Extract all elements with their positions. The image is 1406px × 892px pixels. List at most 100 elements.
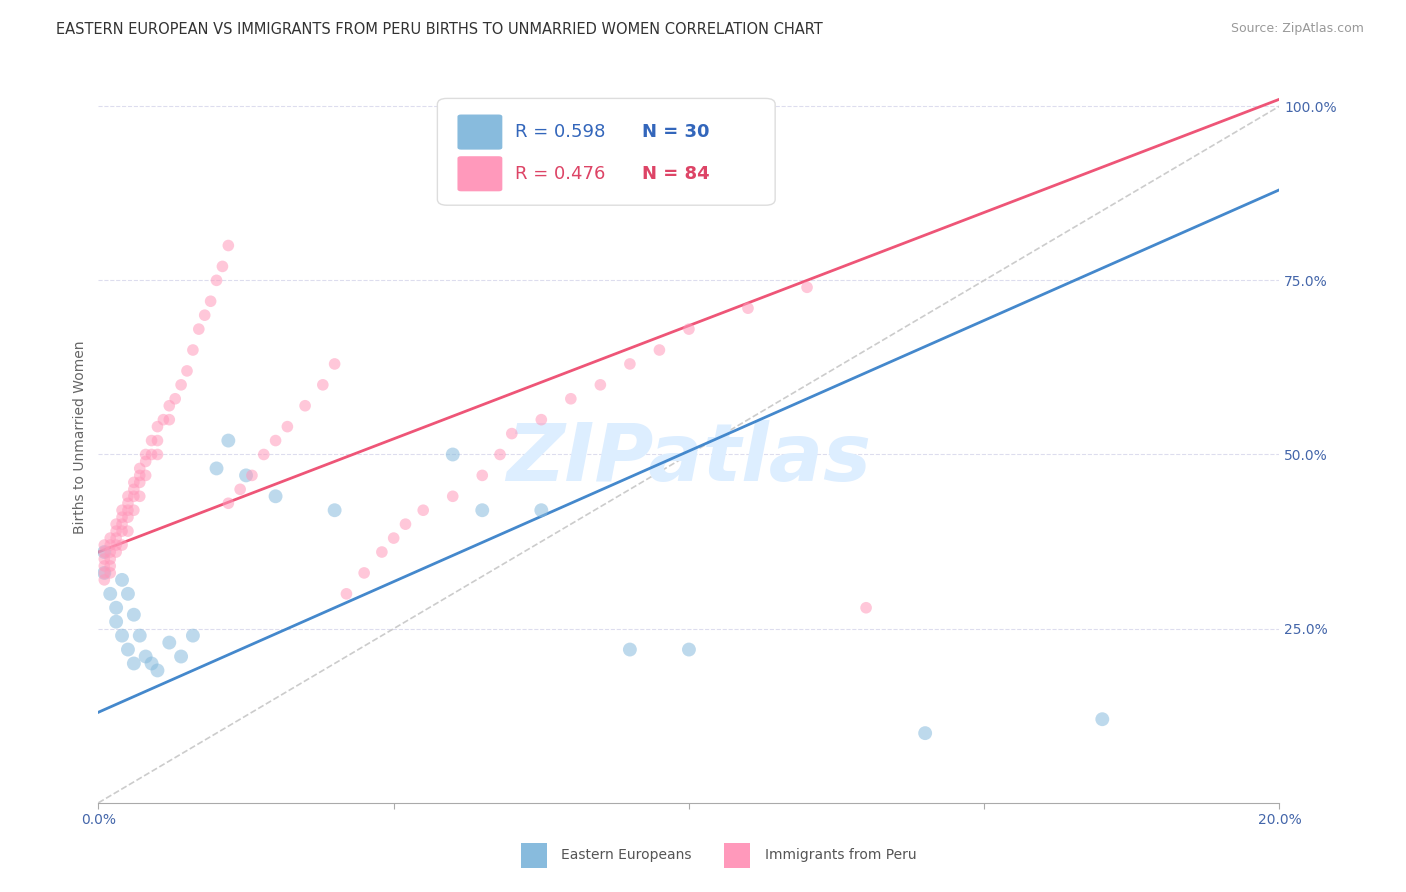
Point [323, 503, 346, 517]
Text: R = 0.476: R = 0.476 [516, 165, 606, 183]
Point [678, 322, 700, 336]
Point [471, 468, 494, 483]
Point [205, 461, 228, 475]
Point [98, 558, 121, 573]
Point [187, 322, 209, 336]
Point [93, 558, 115, 573]
Point [181, 343, 204, 357]
Point [382, 531, 405, 545]
Point [619, 357, 641, 371]
Point [152, 412, 174, 426]
Point [205, 273, 228, 287]
Point [146, 664, 169, 678]
Point [135, 468, 157, 483]
FancyBboxPatch shape [437, 98, 775, 205]
Point [122, 503, 145, 517]
Point [276, 419, 298, 434]
Point [122, 607, 145, 622]
Point [98, 566, 121, 580]
Point [93, 573, 115, 587]
Point [128, 461, 150, 475]
Point [371, 545, 394, 559]
Point [122, 475, 145, 490]
Point [412, 503, 434, 517]
Point [117, 489, 139, 503]
Point [93, 538, 115, 552]
Point [98, 587, 121, 601]
Point [240, 468, 263, 483]
Point [335, 587, 357, 601]
Point [128, 468, 150, 483]
Point [217, 496, 239, 510]
Point [105, 545, 128, 559]
Point [135, 454, 157, 468]
Point [176, 364, 198, 378]
Point [98, 538, 121, 552]
Point [105, 615, 128, 629]
Point [1091, 712, 1114, 726]
Point [619, 642, 641, 657]
Point [530, 412, 553, 426]
Point [128, 629, 150, 643]
Point [141, 657, 163, 671]
Text: ZIPatlas: ZIPatlas [506, 420, 872, 498]
Point [264, 489, 287, 503]
Point [471, 503, 494, 517]
Point [117, 496, 139, 510]
Point [93, 552, 115, 566]
Point [170, 649, 193, 664]
Point [146, 448, 169, 462]
Point [111, 503, 134, 517]
FancyBboxPatch shape [724, 843, 751, 868]
Point [501, 426, 523, 441]
Text: Eastern Europeans: Eastern Europeans [561, 848, 692, 863]
Point [105, 517, 128, 532]
Point [489, 448, 512, 462]
Point [200, 294, 222, 309]
Point [165, 392, 187, 406]
Point [128, 489, 150, 503]
Point [157, 399, 180, 413]
Y-axis label: Births to Unmarried Women: Births to Unmarried Women [73, 341, 87, 533]
Point [530, 503, 553, 517]
Point [589, 377, 612, 392]
Point [560, 392, 582, 406]
Point [648, 343, 671, 357]
Point [111, 517, 134, 532]
Point [105, 524, 128, 538]
Text: Immigrants from Peru: Immigrants from Peru [765, 848, 917, 863]
Point [105, 600, 128, 615]
Point [105, 531, 128, 545]
Point [323, 357, 346, 371]
Point [235, 468, 257, 483]
Point [737, 301, 759, 316]
Text: N = 30: N = 30 [641, 123, 709, 141]
Point [146, 434, 169, 448]
Text: N = 84: N = 84 [641, 165, 709, 183]
Point [312, 377, 335, 392]
Point [353, 566, 375, 580]
Point [117, 510, 139, 524]
Point [117, 642, 139, 657]
Point [98, 552, 121, 566]
Point [253, 448, 276, 462]
FancyBboxPatch shape [457, 114, 502, 150]
Point [229, 483, 252, 497]
Point [294, 399, 316, 413]
Point [157, 635, 180, 649]
FancyBboxPatch shape [457, 156, 502, 191]
Text: EASTERN EUROPEAN VS IMMIGRANTS FROM PERU BIRTHS TO UNMARRIED WOMEN CORRELATION C: EASTERN EUROPEAN VS IMMIGRANTS FROM PERU… [56, 22, 823, 37]
Point [117, 503, 139, 517]
Point [122, 657, 145, 671]
Text: Source: ZipAtlas.com: Source: ZipAtlas.com [1230, 22, 1364, 36]
Point [122, 489, 145, 503]
Point [441, 489, 464, 503]
Point [796, 280, 818, 294]
FancyBboxPatch shape [522, 843, 547, 868]
Point [181, 629, 204, 643]
Point [141, 448, 163, 462]
Point [217, 434, 239, 448]
Point [122, 483, 145, 497]
Point [111, 538, 134, 552]
Point [135, 448, 157, 462]
